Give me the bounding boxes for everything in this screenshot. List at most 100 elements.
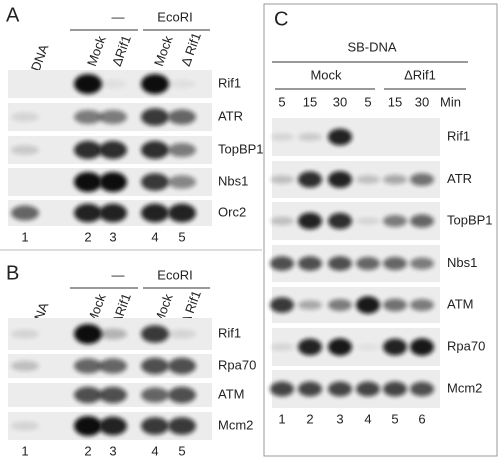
band bbox=[383, 338, 407, 356]
band bbox=[298, 300, 322, 310]
band bbox=[356, 381, 380, 397]
band bbox=[141, 74, 169, 94]
band bbox=[141, 173, 169, 191]
blot-strip bbox=[272, 118, 440, 156]
band bbox=[11, 205, 39, 221]
group-label: EcoRI bbox=[157, 9, 192, 24]
group-label: ΔRif1 bbox=[404, 67, 436, 82]
band bbox=[383, 298, 407, 312]
band bbox=[99, 203, 127, 223]
band bbox=[328, 256, 352, 271]
band bbox=[99, 110, 127, 124]
band bbox=[270, 256, 294, 271]
band bbox=[328, 299, 352, 311]
lane-number: 1 bbox=[278, 411, 285, 426]
band bbox=[11, 421, 39, 431]
time-label: 30 bbox=[415, 94, 429, 109]
band bbox=[410, 173, 434, 186]
band bbox=[270, 381, 294, 397]
band bbox=[298, 256, 322, 271]
lane-number: 5 bbox=[391, 411, 398, 426]
band bbox=[11, 329, 39, 339]
band bbox=[168, 357, 196, 375]
band bbox=[74, 172, 102, 192]
band bbox=[141, 108, 169, 126]
band bbox=[168, 143, 196, 157]
band bbox=[298, 133, 322, 141]
time-label: 15 bbox=[303, 94, 317, 109]
column-header: Mock bbox=[84, 33, 109, 68]
lane-number: 2 bbox=[306, 411, 313, 426]
time-label: 5 bbox=[278, 94, 285, 109]
lane-number: 4 bbox=[151, 229, 158, 244]
band bbox=[74, 324, 102, 344]
lane-number: 3 bbox=[336, 411, 343, 426]
band bbox=[383, 174, 407, 185]
band bbox=[168, 203, 196, 223]
row-label: Nbs1 bbox=[447, 255, 477, 270]
band bbox=[270, 297, 294, 313]
band bbox=[410, 214, 434, 228]
band bbox=[356, 343, 380, 351]
panel-label: B bbox=[6, 262, 19, 284]
time-label: 5 bbox=[364, 94, 371, 109]
band bbox=[141, 387, 169, 403]
band bbox=[383, 256, 407, 271]
row-label: Mcm2 bbox=[447, 380, 482, 395]
band bbox=[11, 112, 39, 122]
band bbox=[11, 360, 39, 372]
band bbox=[298, 381, 322, 397]
row-label: Rpa70 bbox=[447, 338, 485, 353]
row-label: Rif1 bbox=[218, 75, 241, 90]
row-label: ATR bbox=[218, 108, 243, 123]
row-label: Orc2 bbox=[218, 204, 246, 219]
band bbox=[74, 140, 102, 160]
band bbox=[168, 329, 196, 339]
lane-number: 5 bbox=[178, 443, 185, 458]
band bbox=[328, 338, 352, 356]
band bbox=[270, 216, 294, 226]
band bbox=[328, 381, 352, 397]
band bbox=[99, 79, 127, 89]
band bbox=[141, 357, 169, 375]
row-label: Rif1 bbox=[218, 325, 241, 340]
band bbox=[74, 74, 102, 94]
band bbox=[99, 328, 127, 340]
band bbox=[141, 417, 169, 435]
column-header: ΔRif1 bbox=[109, 33, 134, 68]
band bbox=[328, 171, 352, 188]
band bbox=[356, 175, 380, 184]
band bbox=[74, 358, 102, 374]
band bbox=[410, 299, 434, 311]
band bbox=[298, 338, 322, 356]
band bbox=[356, 256, 380, 271]
band bbox=[11, 145, 39, 155]
band bbox=[410, 338, 434, 356]
band bbox=[270, 343, 294, 351]
band bbox=[141, 140, 169, 160]
band bbox=[383, 381, 407, 397]
row-label: Nbs1 bbox=[218, 173, 248, 188]
lane-number: 2 bbox=[84, 443, 91, 458]
lane-number: 4 bbox=[151, 443, 158, 458]
band bbox=[74, 386, 102, 404]
lane-number: 3 bbox=[109, 443, 116, 458]
lane-number: 1 bbox=[21, 443, 28, 458]
row-label: TopBP1 bbox=[447, 212, 493, 227]
band bbox=[99, 172, 127, 192]
band bbox=[168, 386, 196, 404]
band bbox=[99, 358, 127, 374]
panel-frame bbox=[263, 3, 498, 457]
lane-number: 3 bbox=[109, 229, 116, 244]
panel-label: C bbox=[274, 8, 288, 30]
panel-label: A bbox=[6, 4, 20, 26]
band bbox=[356, 217, 380, 225]
column-header: Mock bbox=[151, 33, 176, 68]
band bbox=[383, 215, 407, 227]
band bbox=[410, 381, 434, 397]
lane-number: 1 bbox=[21, 229, 28, 244]
band bbox=[168, 109, 196, 125]
lane-number: 2 bbox=[84, 229, 91, 244]
blot-title: SB-DNA bbox=[347, 39, 396, 54]
